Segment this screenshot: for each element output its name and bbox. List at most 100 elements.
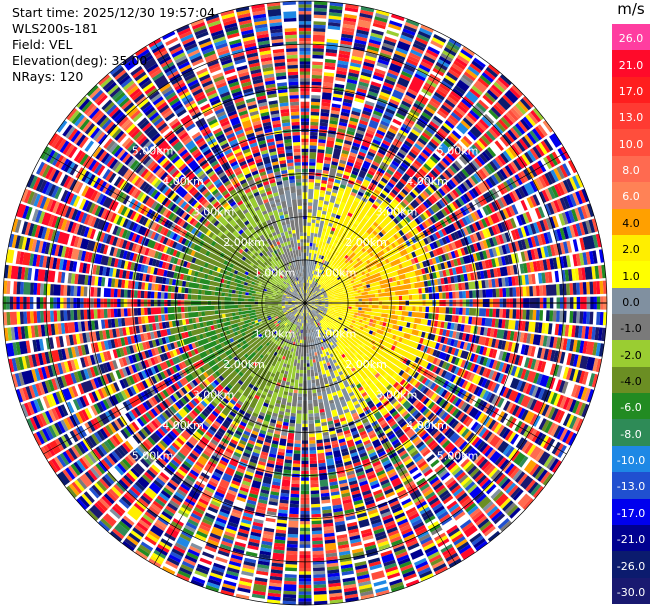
radar-ray-gates — [305, 95, 321, 297]
radar-ray-gates — [43, 148, 59, 165]
radar-ray-gates — [437, 421, 519, 497]
radar-ray-gates — [143, 265, 149, 273]
radar-ray-gates — [150, 201, 305, 303]
radar-ray-gates — [213, 320, 290, 405]
radar-ray-gates — [428, 87, 521, 180]
radar-ray-gates — [47, 317, 258, 392]
radar-ray-gates — [311, 300, 322, 303]
radar-ray-gates — [309, 446, 326, 585]
radar-ray-gates — [31, 369, 38, 382]
radar-ray-gates — [153, 377, 201, 415]
radar-ray-gates — [281, 303, 302, 309]
radar-ray-gates — [217, 215, 289, 287]
radar-ray-gates — [317, 9, 390, 255]
radar-ray-gates — [257, 318, 262, 323]
radar-ray-gates — [127, 142, 137, 152]
radar-ray-gates — [434, 222, 540, 264]
radar-ray-gates — [355, 55, 420, 185]
radar-ray-gates — [428, 313, 433, 320]
radar-ray-gates — [41, 366, 48, 380]
radar-ray-gates — [169, 97, 180, 107]
radar-ray-gates — [66, 317, 288, 499]
plot-info: Start time: 2025/12/30 19:57:04 WLS200s-… — [12, 5, 215, 85]
radar-ray-gates — [497, 397, 505, 408]
radar-ray-gates — [292, 463, 301, 468]
radar-ray-gates — [70, 343, 249, 476]
radar-ray-gates — [235, 6, 283, 186]
radar-ray-gates — [205, 395, 232, 426]
radar-ray-gates — [42, 355, 163, 409]
radar-ray-gates — [309, 440, 316, 444]
radar-ray-gates — [127, 107, 163, 145]
range-ring-label: 5.00km — [132, 450, 174, 463]
radar-ray-gates — [99, 116, 266, 268]
radar-ray-gates — [416, 130, 478, 192]
radar-ray-gates — [415, 110, 542, 215]
radar-ray-gates — [152, 71, 219, 168]
radar-ray-gates — [149, 162, 159, 172]
radar-ray-gates — [364, 157, 373, 164]
radar-ray-gates — [284, 28, 300, 123]
radar-ray-gates — [305, 218, 409, 303]
radar-ray-gates — [361, 261, 535, 296]
radar-ray-gates — [290, 460, 301, 495]
radar-ray-gates — [320, 324, 411, 447]
radar-ray-gates — [327, 257, 500, 299]
radar-ray-gates — [69, 380, 149, 427]
radar-ray-gates — [388, 23, 402, 31]
radar-ray-gates — [147, 220, 302, 302]
radar-ray-gates — [437, 435, 497, 495]
radar-ray-gates — [441, 439, 451, 449]
radar-ray-gates — [167, 94, 244, 206]
radar-ray-gates — [23, 282, 138, 298]
radar-ray-gates — [556, 284, 560, 296]
radar-ray-gates — [377, 126, 387, 134]
radar-ray-gates — [559, 395, 568, 409]
radar-ray-gates — [414, 356, 562, 438]
radar-ray-gates — [305, 189, 389, 303]
radar-ray-gates — [115, 248, 122, 258]
radar-ray-gates — [134, 148, 249, 253]
radar-ray-gates — [203, 450, 212, 458]
radar-ray-gates — [101, 316, 287, 454]
radar-ray-gates — [103, 340, 109, 350]
radar-ray-gates — [168, 43, 247, 185]
radar-ray-gates — [288, 303, 305, 305]
radar-ray-gates — [356, 61, 417, 182]
radar-ray-gates — [100, 383, 117, 398]
radar-ray-gates — [187, 491, 225, 557]
radar-ray-gates — [461, 333, 474, 343]
radar-ray-gates — [221, 12, 260, 120]
radar-ray-gates — [353, 415, 360, 421]
radar-ray-gates — [101, 277, 106, 287]
range-ring-label: 4.00km — [162, 175, 204, 188]
radar-ray-gates — [455, 307, 601, 325]
radar-ray-gates — [102, 79, 264, 257]
colorbar-tick-label: 10.0 — [618, 137, 644, 151]
radar-ray-gates — [297, 291, 300, 295]
start-time-label: Start time: 2025/12/30 19:57:04 — [12, 5, 216, 20]
radar-ray-gates — [362, 84, 381, 117]
radar-ray-gates — [285, 299, 302, 303]
radar-ray-gates — [292, 303, 305, 309]
radar-ray-gates — [73, 132, 188, 219]
radar-ray-gates — [270, 314, 274, 317]
radar-ray-gates — [310, 487, 319, 491]
radar-ray-gates — [317, 15, 342, 150]
radar-ray-gates — [57, 321, 89, 335]
radar-ray-gates — [432, 288, 507, 300]
radar-ray-gates — [435, 407, 515, 475]
radar-ray-gates — [399, 103, 410, 111]
radar-ray-gates — [440, 172, 502, 217]
radar-ray-gates — [434, 133, 444, 142]
radar-ray-gates — [221, 313, 226, 318]
radar-ray-gates — [463, 324, 472, 333]
radar-ray-gates — [129, 88, 211, 186]
radar-ray-gates — [73, 317, 283, 456]
radar-ray-gates — [121, 279, 126, 288]
radar-ray-gates — [144, 414, 181, 448]
radar-ray-gates — [250, 68, 277, 153]
radar-ray-gates — [303, 316, 305, 320]
radar-ray-gates — [447, 252, 453, 260]
radar-ray-gates — [215, 508, 243, 564]
